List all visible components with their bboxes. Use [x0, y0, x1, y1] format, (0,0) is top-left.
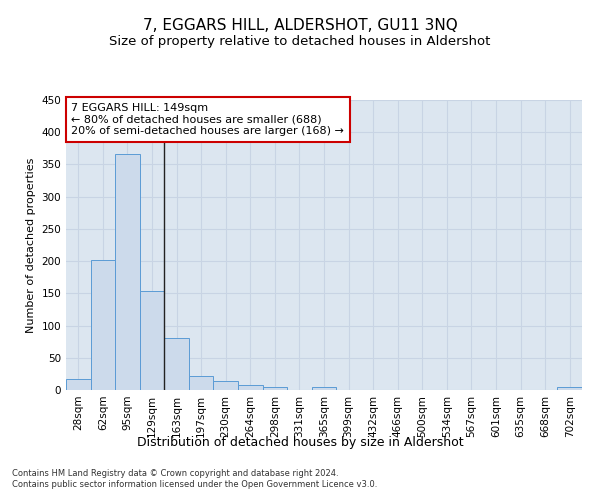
Text: Contains public sector information licensed under the Open Government Licence v3: Contains public sector information licen… [12, 480, 377, 489]
Y-axis label: Number of detached properties: Number of detached properties [26, 158, 36, 332]
Bar [140, 291, 164, 390]
Bar [115, 154, 140, 390]
Bar [189, 376, 214, 390]
Bar [164, 338, 189, 390]
Text: Contains HM Land Registry data © Crown copyright and database right 2024.: Contains HM Land Registry data © Crown c… [12, 468, 338, 477]
Bar [312, 387, 336, 390]
Bar [91, 260, 115, 390]
Text: Size of property relative to detached houses in Aldershot: Size of property relative to detached ho… [109, 35, 491, 48]
Text: 7, EGGARS HILL, ALDERSHOT, GU11 3NQ: 7, EGGARS HILL, ALDERSHOT, GU11 3NQ [143, 18, 457, 32]
Bar [66, 379, 91, 390]
Bar [263, 387, 287, 390]
Bar [557, 387, 582, 390]
Text: Distribution of detached houses by size in Aldershot: Distribution of detached houses by size … [137, 436, 463, 449]
Text: 7 EGGARS HILL: 149sqm
← 80% of detached houses are smaller (688)
20% of semi-det: 7 EGGARS HILL: 149sqm ← 80% of detached … [71, 103, 344, 136]
Bar [214, 381, 238, 390]
Bar [238, 386, 263, 390]
